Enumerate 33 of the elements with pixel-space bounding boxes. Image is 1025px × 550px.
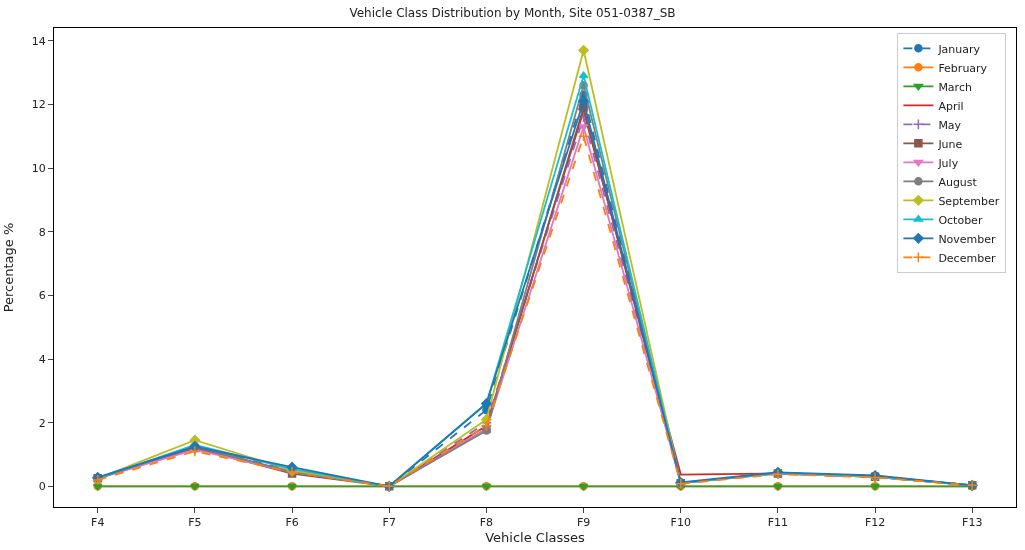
x-tick-label: F12 [864, 516, 886, 530]
legend-label: December [938, 251, 996, 265]
y-tick-label: 10 [31, 161, 46, 175]
y-tick-label: 2 [38, 416, 46, 430]
legend-label: September [938, 194, 1000, 208]
legend-label: February [938, 61, 988, 75]
x-tick-label: F7 [382, 516, 396, 530]
legend-label: June [937, 137, 963, 151]
x-tick-label: F5 [188, 516, 202, 530]
x-tick-label: F6 [285, 516, 299, 530]
legend-label: October [938, 213, 983, 227]
x-tick-label: F4 [91, 516, 105, 530]
x-tick-label: F8 [479, 516, 494, 530]
x-tick-label: F11 [767, 516, 789, 530]
y-tick-label: 8 [38, 225, 46, 239]
legend-label: January [937, 42, 981, 56]
x-tick-label: F13 [962, 516, 983, 530]
legend-label: August [938, 175, 978, 189]
legend-label: March [938, 80, 972, 94]
x-axis-title: Vehicle Classes [485, 529, 586, 545]
legend-label: May [938, 118, 962, 132]
y-tick-label: 6 [38, 289, 46, 303]
y-tick-label: 12 [31, 98, 46, 112]
y-tick-label: 14 [31, 34, 46, 48]
legend-label: July [937, 156, 959, 170]
chart-title: Vehicle Class Distribution by Month, Site 051-0387_SB [349, 5, 676, 20]
y-tick-label: 0 [38, 480, 46, 494]
x-tick-label: F10 [670, 516, 691, 530]
y-tick-label: 4 [38, 352, 46, 366]
legend-label: April [938, 99, 964, 113]
y-axis-title: Percentage % [0, 222, 16, 313]
x-tick-label: F9 [576, 516, 591, 530]
legend-label: November [938, 232, 997, 246]
